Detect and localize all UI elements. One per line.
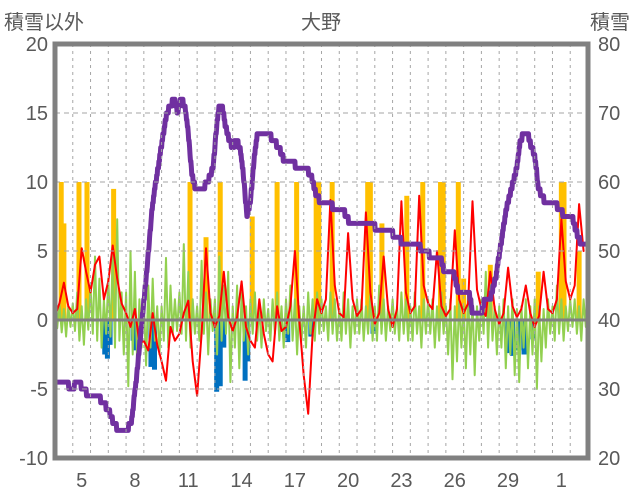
right-axis-labels: 80 70 60 50 40 30 20 [598, 34, 620, 470]
horizontal-gridlines [55, 112, 588, 390]
x-tick-label: 14 [230, 470, 252, 492]
orange_bar [404, 195, 410, 320]
chart-title: 大野 [301, 12, 341, 34]
series-snow-depth [55, 96, 588, 433]
blue_bar [242, 320, 248, 381]
right-tick-label: 20 [598, 448, 620, 470]
x-tick-label: 23 [390, 470, 412, 492]
orange_bar [203, 237, 209, 320]
plot-frame [52, 41, 591, 461]
x-tick-label: 5 [76, 470, 87, 492]
right-tick-label: 80 [598, 34, 620, 56]
blue_bar [102, 320, 108, 355]
right-tick-label: 40 [598, 310, 620, 332]
blue_bar [509, 320, 515, 356]
x-tick-label: 20 [337, 470, 359, 492]
blue_bar [221, 320, 227, 348]
orange_bar [76, 182, 82, 320]
x-tick-label: 8 [129, 470, 140, 492]
right-tick-label: 50 [598, 241, 620, 263]
orange_bar [294, 182, 300, 320]
left-axis-title: 積雪以外 [4, 12, 84, 34]
left-tick-label: 5 [37, 241, 48, 263]
orange_bar [455, 182, 461, 320]
orange_bar [274, 182, 280, 320]
orange_bar [61, 223, 67, 320]
right-axis-title: 積雪 [590, 12, 630, 34]
x-tick-label: 29 [497, 470, 519, 492]
orange_bar [58, 182, 64, 320]
x-tick-label: 1 [556, 470, 567, 492]
blue_bar [217, 320, 223, 387]
blue_bar [214, 320, 220, 392]
x-tick-label: 26 [444, 470, 466, 492]
snow_depth [55, 96, 588, 433]
left-tick-label: 10 [26, 172, 48, 194]
orange_bar [535, 271, 541, 320]
right-tick-label: 30 [598, 379, 620, 401]
blue_bar [505, 320, 511, 354]
left-tick-label: -10 [19, 448, 48, 470]
orange_bar [461, 278, 467, 320]
left-tick-label: 0 [37, 310, 48, 332]
left-tick-label: 15 [26, 103, 48, 125]
blue_bar [151, 320, 157, 370]
series-red-line [55, 194, 585, 415]
orange_bar [576, 251, 582, 320]
x-tick-label: 17 [284, 470, 306, 492]
orange_bar [438, 182, 444, 320]
red_line [55, 194, 585, 415]
left-axis-labels: 20 15 10 5 0 -5 -10 [19, 34, 48, 470]
x-tick-label: 11 [178, 470, 199, 492]
left-tick-label: -5 [30, 379, 48, 401]
blue_bar [104, 320, 110, 359]
x-axis-labels: 5 8 11 14 17 20 23 26 29 1 [76, 470, 567, 492]
left-tick-label: 20 [26, 34, 48, 56]
right-tick-label: 70 [598, 103, 620, 125]
right-tick-label: 60 [598, 172, 620, 194]
orange_bar [249, 216, 255, 320]
